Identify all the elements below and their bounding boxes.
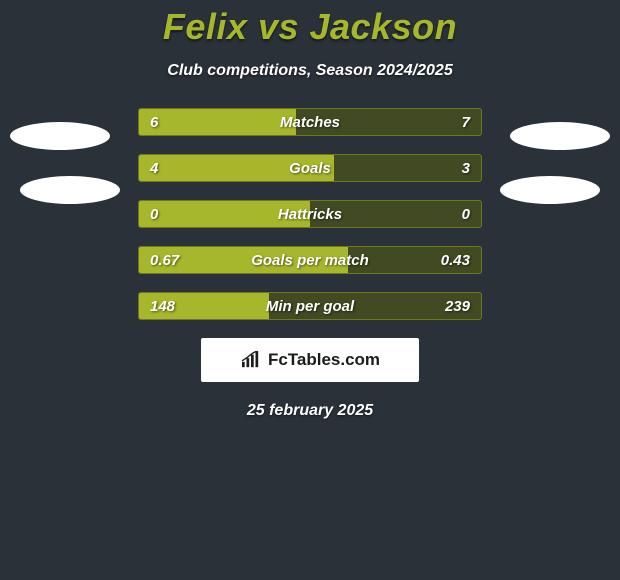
bar-track [138, 108, 482, 136]
bar-chart-icon [240, 351, 262, 369]
decor-ellipse [20, 176, 120, 204]
stat-row: 6 Matches 7 [138, 108, 482, 136]
stat-row: 148 Min per goal 239 [138, 292, 482, 320]
comparison-rows: 6 Matches 7 4 Goals 3 0 Hattricks 0 0.67… [138, 108, 482, 320]
bar-track [138, 200, 482, 228]
decor-ellipse [510, 122, 610, 150]
bar-fill [139, 155, 334, 181]
bar-track [138, 292, 482, 320]
bar-fill [139, 293, 269, 319]
bar-track [138, 246, 482, 274]
stat-row: 0 Hattricks 0 [138, 200, 482, 228]
decor-ellipse [500, 176, 600, 204]
bar-track [138, 154, 482, 182]
bar-fill [139, 109, 296, 135]
date-label: 25 february 2025 [0, 402, 620, 420]
stat-row: 4 Goals 3 [138, 154, 482, 182]
bar-fill [139, 247, 348, 273]
brand-badge: FcTables.com [201, 338, 419, 382]
subtitle: Club competitions, Season 2024/2025 [0, 62, 620, 80]
decor-ellipse [10, 122, 110, 150]
page-title: Felix vs Jackson [0, 0, 620, 48]
stat-row: 0.67 Goals per match 0.43 [138, 246, 482, 274]
bar-fill [139, 201, 310, 227]
brand-label: FcTables.com [268, 350, 380, 370]
